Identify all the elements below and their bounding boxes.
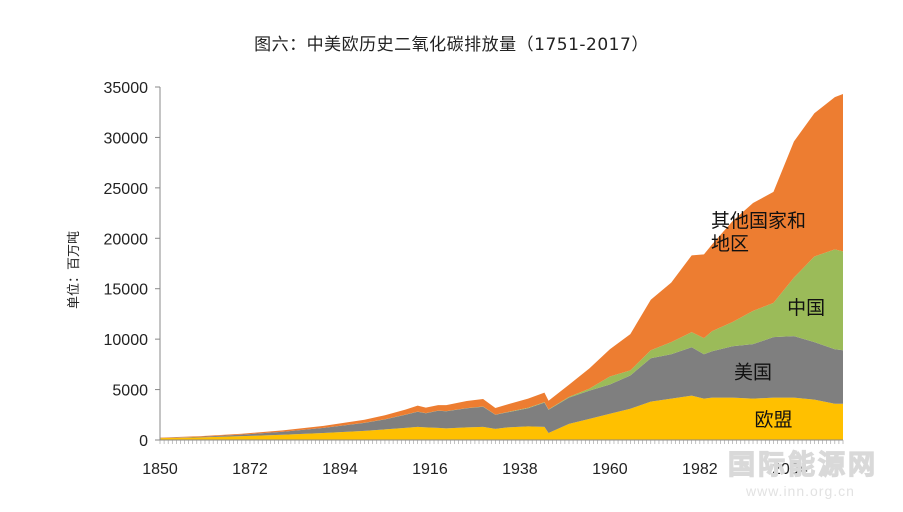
y-tick-label: 0 — [139, 433, 148, 450]
y-tick-label: 30000 — [104, 130, 149, 147]
x-tick-label: 2004 — [772, 461, 808, 478]
x-tick-label: 1960 — [592, 461, 628, 478]
x-tick-label: 1872 — [232, 461, 268, 478]
x-tick-label: 1938 — [502, 461, 538, 478]
y-tick-labels: 0 5000 10000 15000 20000 25000 30000 35000 — [104, 80, 149, 450]
x-tick-labels: 1850 1872 1894 1916 1938 1960 1982 2004 — [142, 461, 808, 478]
watermark-text: 国际能源网 — [728, 449, 878, 481]
x-tick-label: 1894 — [322, 461, 358, 478]
series-labels: 欧盟 美国 中国 其他国家和地区 — [711, 210, 825, 431]
y-tick-label: 35000 — [104, 80, 149, 97]
series-area-3 — [160, 249, 843, 438]
series-area-1 — [160, 395, 843, 440]
watermark-url: www.inn.org.cn — [745, 483, 855, 499]
y-tick-label: 10000 — [104, 332, 149, 349]
x-tick-label: 1916 — [412, 461, 448, 478]
chart-axes — [155, 86, 844, 444]
y-tick-label: 15000 — [104, 282, 149, 299]
series-label: 欧盟 — [754, 409, 792, 431]
y-tick-label: 25000 — [104, 181, 149, 198]
y-axis-label: 单位：百万吨 — [67, 231, 82, 309]
x-tick-label: 1982 — [682, 461, 718, 478]
series-area-2 — [160, 336, 843, 439]
x-tick-label: 1850 — [142, 461, 178, 478]
series-areas — [160, 94, 843, 440]
y-tick-label: 5000 — [112, 383, 148, 400]
series-area-4 — [160, 94, 843, 438]
chart-title: 图六：中美欧历史二氧化碳排放量（1751-2017） — [254, 35, 649, 55]
series-label: 中国 — [787, 297, 825, 319]
series-label: 美国 — [734, 361, 772, 383]
series-label: 其他国家和地区 — [711, 210, 806, 255]
watermark: 国际能源网 www.inn.org.cn — [727, 448, 878, 499]
y-tick-label: 20000 — [104, 231, 149, 248]
